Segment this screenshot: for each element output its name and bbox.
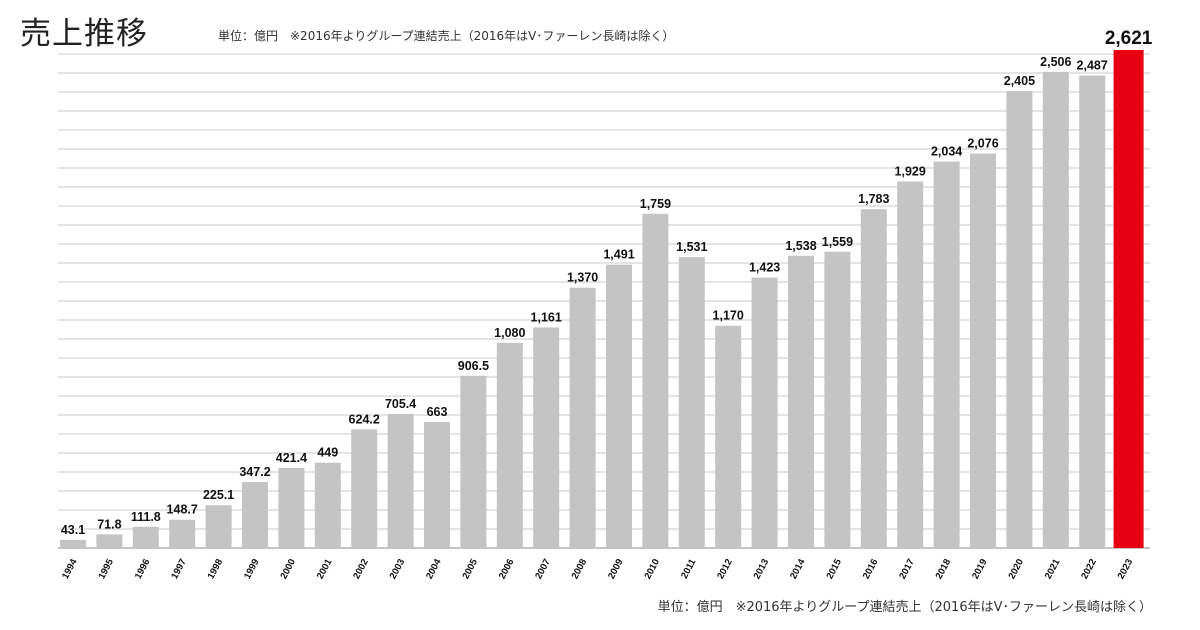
bar-2007 <box>533 327 560 548</box>
data-label-1997: 148.7 <box>167 503 198 517</box>
x-tick-label-1996: 1996 <box>133 557 153 581</box>
data-label-2009: 1,491 <box>603 248 634 262</box>
data-label-2022: 2,487 <box>1077 58 1108 72</box>
x-tick-label-1998: 1998 <box>206 557 226 581</box>
x-tick-label-2019: 2019 <box>970 557 990 581</box>
bar-1996 <box>132 526 159 548</box>
x-tick-label-2015: 2015 <box>824 557 844 581</box>
x-tick-label-2004: 2004 <box>424 557 444 581</box>
bar-2009 <box>606 264 632 548</box>
data-label-2013: 1,423 <box>749 261 780 275</box>
data-label-1998: 225.1 <box>203 488 234 502</box>
bar-2005 <box>460 375 487 548</box>
x-tick-label-2020: 2020 <box>1006 557 1026 581</box>
x-tick-label-2005: 2005 <box>460 557 480 581</box>
data-label-2000: 421.4 <box>276 451 307 465</box>
bar-2012 <box>715 325 742 548</box>
data-label-2015: 1,559 <box>822 235 853 249</box>
data-label-2003: 705.4 <box>385 397 416 411</box>
bar-2008 <box>569 287 596 548</box>
data-label-2006: 1,080 <box>494 326 525 340</box>
bar-2017 <box>897 181 924 548</box>
data-label-1995: 71.8 <box>97 517 121 531</box>
data-label-2016: 1,783 <box>858 192 889 206</box>
x-tick-label-2010: 2010 <box>642 557 662 581</box>
x-tick-label-2017: 2017 <box>897 557 917 581</box>
x-tick-label-2009: 2009 <box>606 557 626 581</box>
unit-note-bottom: 単位：億円 ※2016年よりグループ連結売上（2016年はV･ファーレン長崎は除… <box>657 600 1152 615</box>
data-label-2001: 449 <box>317 446 338 460</box>
x-tick-label-1994: 1994 <box>60 557 80 581</box>
data-label-1994: 43.1 <box>61 523 85 537</box>
x-tick-label-2001: 2001 <box>315 557 335 581</box>
data-label-2021: 2,506 <box>1040 55 1071 69</box>
x-tick-label-1999: 1999 <box>242 557 262 581</box>
x-tick-label-2021: 2021 <box>1043 557 1063 581</box>
bar-2016 <box>860 209 887 548</box>
bar-1994 <box>60 539 86 548</box>
x-tick-label-2002: 2002 <box>351 557 371 581</box>
gridlines <box>58 53 1150 530</box>
x-tick-label-2023: 2023 <box>1116 557 1136 581</box>
bar-2019 <box>970 153 996 549</box>
data-label-2002: 624.2 <box>349 412 380 426</box>
x-tick-label-1995: 1995 <box>96 557 116 581</box>
x-tick-label-2022: 2022 <box>1079 557 1099 581</box>
data-label-2008: 1,370 <box>567 271 598 285</box>
bar-2014 <box>788 255 814 548</box>
bar-2011 <box>678 257 705 548</box>
x-tick-label-2008: 2008 <box>570 557 590 581</box>
bar-1999 <box>242 482 268 548</box>
x-tick-label-2013: 2013 <box>752 557 772 581</box>
data-label-2005: 906.5 <box>458 359 489 373</box>
bar-2006 <box>496 342 523 548</box>
bar-2018 <box>933 161 960 549</box>
data-label-1996: 111.8 <box>131 510 161 524</box>
x-tick-label-2012: 2012 <box>715 557 735 581</box>
x-tick-label-2014: 2014 <box>788 557 808 581</box>
x-tick-label-2003: 2003 <box>388 557 408 581</box>
x-tick-label-2006: 2006 <box>497 557 517 581</box>
x-tick-label-2007: 2007 <box>533 557 553 581</box>
data-label-2011: 1,531 <box>676 240 707 254</box>
bar-1995 <box>96 534 123 548</box>
unit-note-top: 単位：億円 ※2016年よりグループ連結売上（2016年はV･ファーレン長崎は除… <box>218 29 675 43</box>
data-label-2020: 2,405 <box>1004 74 1035 88</box>
data-label-2023: 2,621 <box>1105 28 1153 49</box>
data-label-2019: 2,076 <box>967 137 998 151</box>
bar-2020 <box>1006 91 1033 548</box>
data-label-1999: 347.2 <box>239 465 270 479</box>
data-label-2012: 1,170 <box>713 309 744 323</box>
x-tick-label-2000: 2000 <box>278 557 298 581</box>
bar-2021 <box>1042 71 1069 549</box>
bar-2002 <box>351 429 378 548</box>
x-tick-label-2011: 2011 <box>679 557 699 581</box>
chart-title: 売上推移 <box>20 16 148 52</box>
x-tick-label-1997: 1997 <box>169 557 189 581</box>
bar-2013 <box>751 277 778 548</box>
x-tick-label-2018: 2018 <box>934 557 954 581</box>
x-tick-label-2016: 2016 <box>861 557 881 581</box>
data-label-2010: 1,759 <box>640 197 671 211</box>
bar-2003 <box>387 413 414 548</box>
data-label-2018: 2,034 <box>931 145 962 159</box>
data-label-2007: 1,161 <box>531 310 562 324</box>
bar-2023 <box>1113 50 1144 548</box>
data-label-2014: 1,538 <box>785 239 816 253</box>
bar-2001 <box>314 462 341 548</box>
bar-2022 <box>1079 75 1106 548</box>
bar-2015 <box>824 251 851 548</box>
data-label-2004: 663 <box>427 405 448 419</box>
data-label-2017: 1,929 <box>895 164 926 178</box>
bar-1997 <box>169 519 196 548</box>
bar-2010 <box>642 213 669 548</box>
bar-1998 <box>205 505 232 548</box>
bar-2000 <box>278 467 305 548</box>
bar-2004 <box>424 422 450 548</box>
